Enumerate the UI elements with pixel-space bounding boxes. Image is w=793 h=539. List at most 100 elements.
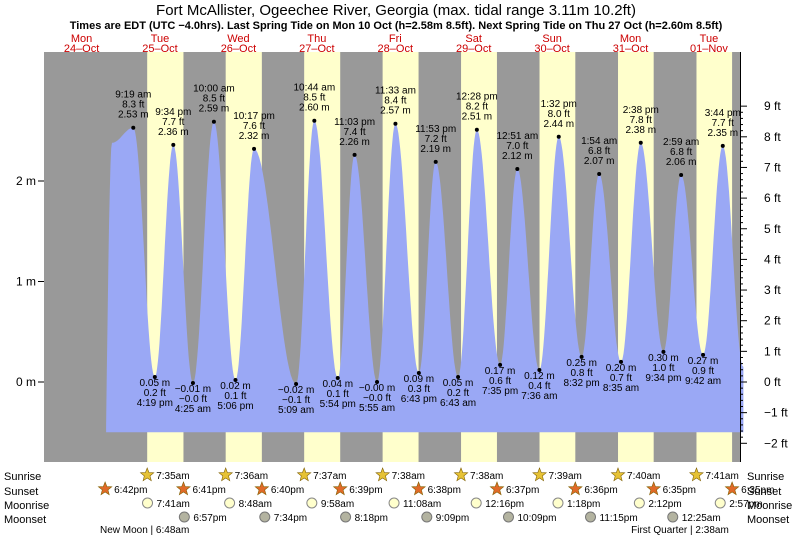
moonrise-row-label-left: Moonrise (4, 500, 49, 512)
day-label-dow: Wed (227, 33, 249, 45)
low-tide-label: 0.27 m (688, 356, 719, 367)
high-tide-label: 2:38 pm (623, 105, 659, 116)
tide-events: 9:19 am8.3 ft2.53 m0.05 m0.2 ft4:19 pm9:… (115, 83, 741, 416)
high-tide-label: 10:44 am (293, 83, 335, 94)
moonset-icon (178, 511, 190, 523)
low-tide-label: 0.7 ft (610, 373, 632, 384)
sunset-time: 6:41pm (192, 485, 225, 496)
high-tide-label: 10:00 am (193, 84, 235, 95)
moonrise-time: 2:12pm (648, 499, 681, 510)
high-tide-dot (393, 121, 398, 126)
sunset-icon (254, 481, 270, 496)
sunset-time: 6:35pm (663, 485, 696, 496)
high-tide-dot (679, 172, 684, 177)
day-label-dow: Thu (307, 33, 326, 45)
high-tide-dot (171, 142, 176, 147)
moonset-icon (340, 511, 352, 523)
low-tide-label: 0.04 m (322, 379, 353, 390)
low-tide-label: 5:06 pm (217, 401, 253, 412)
sunrise-icon (610, 467, 626, 482)
low-tide-label: 0.02 m (220, 381, 251, 392)
high-tide-label: 2.35 m (707, 128, 738, 139)
low-tide-label: −0.01 m (175, 384, 211, 395)
day-labels: Mon24–OctTue25–OctWed26–OctThu27–OctFri2… (64, 33, 729, 55)
low-tide-dot (701, 352, 706, 357)
high-tide-label: 2.07 m (584, 156, 615, 167)
high-tide-label: 8.3 ft (122, 100, 144, 111)
sunrise-time: 7:38am (392, 471, 425, 482)
low-tide-label: 8:32 pm (564, 378, 600, 389)
high-tide-label: 2:59 am (663, 137, 699, 148)
sunrise-icon (218, 467, 234, 482)
high-tide-dot (433, 159, 438, 164)
high-tide-label: 9:34 pm (155, 107, 191, 118)
low-tide-dot (375, 380, 380, 384)
moonset-time: 7:34pm (274, 513, 307, 524)
high-tide-dot (638, 140, 643, 145)
low-tide-label: 0.1 ft (224, 391, 246, 402)
moonrise-icon (306, 497, 318, 509)
tide-curve (106, 120, 744, 433)
low-tide-dot (498, 362, 503, 367)
y-tick-label-ft: −2 ft (764, 436, 788, 450)
moonset-time: 8:18pm (355, 513, 388, 524)
moonrise-icon (552, 497, 564, 509)
high-tide-label: 8.2 ft (466, 102, 488, 113)
sunset-icon (567, 481, 583, 496)
low-tide-label: 6:43 am (440, 398, 476, 409)
y-tick-label-ft: 1 ft (764, 344, 781, 358)
high-tide-label: 6.8 ft (588, 146, 610, 157)
low-tide-dot (152, 374, 157, 379)
low-tide-label: 9:42 am (685, 376, 721, 387)
high-tide-label: 2.51 m (462, 112, 493, 123)
moonrise-icon (470, 497, 482, 509)
moonrise-time: 9:58am (321, 499, 354, 510)
sunset-icon (646, 481, 662, 496)
low-tide-dot (661, 349, 666, 354)
high-tide-dot (312, 118, 317, 123)
y-tick-label-ft: 4 ft (764, 252, 781, 266)
low-tide-label: 0.2 ft (447, 388, 469, 399)
sunrise-time: 7:39am (549, 471, 582, 482)
y-tick-label-ft: 0 ft (764, 375, 781, 389)
y-tick-label-m: 1 m (16, 275, 36, 289)
high-tide-dot (597, 171, 602, 176)
y-tick-label-ft: 5 ft (764, 222, 781, 236)
high-tide-label: 3:44 pm (705, 108, 741, 119)
high-tide-label: 8.4 ft (384, 96, 406, 107)
moonset-time: 11:15pm (600, 513, 638, 524)
y-tick-label-m: 2 m (16, 174, 36, 188)
low-tide-label: 0.05 m (140, 378, 171, 389)
moonrise-time: 11:08am (403, 499, 441, 510)
y-tick-label-ft: 9 ft (764, 99, 781, 113)
low-tide-label: 6:43 pm (401, 394, 437, 405)
moonset-time: 6:57pm (193, 513, 226, 524)
moonrise-time: 1:18pm (567, 499, 600, 510)
sunrise-icon (453, 467, 469, 482)
sunrise-icon (532, 467, 548, 482)
day-label-dow: Sat (465, 33, 482, 45)
sunset-time: 6:39pm (349, 485, 382, 496)
low-tide-label: 0.8 ft (570, 368, 592, 379)
high-tide-label: 7.0 ft (506, 141, 528, 152)
moonset-icon (502, 511, 514, 523)
high-tide-label: 2.12 m (502, 151, 533, 162)
low-tide-label: −0.02 m (278, 385, 314, 396)
sunset-row-label-right: Sunset (747, 486, 781, 498)
day-label-dow: Tue (700, 33, 719, 45)
moonrise-icon (633, 497, 645, 509)
sunset-time: 6:36pm (584, 485, 617, 496)
high-tide-dot (252, 146, 257, 151)
low-tide-label: 5:55 am (359, 403, 395, 414)
moon-phase-label: New Moon | 6:48am (100, 525, 189, 536)
moonset-icon (421, 511, 433, 523)
moonrise-time: 12:16pm (485, 499, 524, 510)
low-tide-label: 0.17 m (485, 366, 516, 377)
moonrise-row-label-right: Moonrise (747, 500, 792, 512)
low-tide-label: 0.3 ft (408, 384, 430, 395)
moonset-icon (259, 511, 271, 523)
low-tide-label: 5:09 am (278, 405, 314, 416)
sunrise-row-label-right: Sunrise (747, 471, 784, 483)
sunset-time: 6:38pm (428, 485, 461, 496)
